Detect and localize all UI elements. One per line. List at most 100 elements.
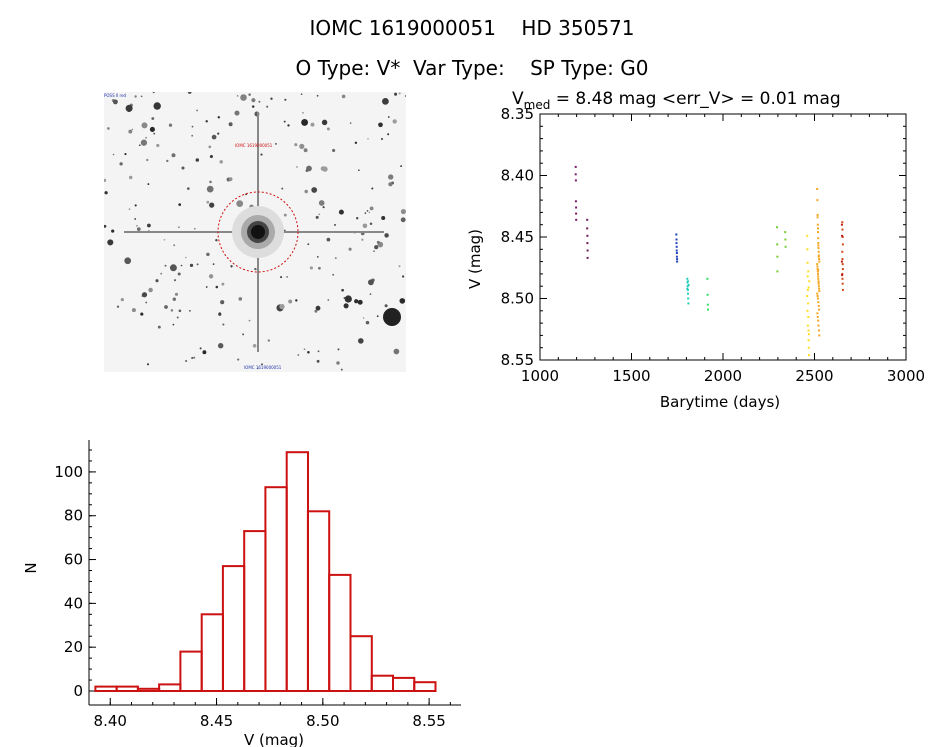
- lc-data-point: [687, 297, 690, 300]
- lc-data-point: [841, 234, 844, 237]
- star-speck: [131, 128, 134, 131]
- lc-data-point: [675, 233, 678, 236]
- image-label-bottom: IOMC 1619000051: [244, 365, 282, 370]
- star-speck: [341, 288, 344, 292]
- star-speck: [163, 238, 166, 241]
- star-speck: [219, 160, 223, 164]
- star-speck: [251, 98, 256, 103]
- star-speck: [104, 191, 108, 195]
- lc-data-point: [706, 303, 709, 306]
- lc-data-point: [817, 329, 820, 332]
- star-speck: [206, 185, 214, 193]
- star-speck: [266, 105, 269, 108]
- lc-data-point: [817, 324, 820, 327]
- lc-data-point: [841, 221, 844, 224]
- star-speck: [191, 356, 194, 360]
- star-speck: [316, 256, 319, 258]
- star-speck: [288, 299, 293, 304]
- star-speck: [160, 272, 163, 275]
- star-speck: [327, 299, 330, 301]
- star-speck: [217, 116, 220, 119]
- star-speck: [211, 134, 217, 140]
- star-speck: [283, 120, 286, 123]
- star-speck: [388, 182, 393, 187]
- star-speck: [399, 298, 406, 304]
- lc-data-point: [841, 228, 844, 231]
- lc-data-point: [817, 242, 820, 245]
- star-speck: [128, 129, 133, 134]
- star-speck: [382, 98, 389, 105]
- star-speck: [215, 238, 218, 242]
- hist-bar: [285, 451, 310, 693]
- lc-data-point: [806, 295, 809, 297]
- lc-data-point: [806, 275, 809, 278]
- star-speck: [258, 100, 261, 103]
- lc-data-point: [806, 324, 809, 327]
- star-speck: [287, 124, 290, 127]
- star-speck: [314, 309, 318, 313]
- lc-data-point: [706, 277, 709, 280]
- star-speck: [124, 153, 127, 156]
- star-speck: [140, 139, 148, 146]
- star-speck: [387, 133, 390, 136]
- star-speck: [156, 143, 160, 148]
- hist-bar: [94, 685, 118, 693]
- star-speck: [318, 213, 321, 216]
- star-speck: [344, 295, 352, 303]
- lc-data-point: [808, 280, 811, 283]
- star-speck: [394, 92, 398, 96]
- hist-y-tick-label: 80: [64, 507, 83, 525]
- lc-data-point: [841, 272, 844, 275]
- star-speck: [400, 165, 403, 168]
- star-speck: [304, 189, 308, 194]
- lc-y-tick-label: 8.55: [501, 351, 534, 369]
- star-speck: [131, 308, 136, 313]
- lc-data-point: [706, 293, 709, 296]
- lc-data-point: [575, 206, 578, 209]
- star-speck: [209, 180, 212, 184]
- star-speck: [303, 348, 306, 351]
- star-speck: [238, 297, 243, 301]
- star-speck: [357, 299, 363, 305]
- star-speck: [252, 344, 257, 348]
- lc-data-point: [676, 258, 679, 261]
- lc-data-point: [817, 227, 819, 230]
- lc-data-point: [841, 250, 844, 253]
- star-speck: [228, 177, 233, 181]
- star-speck: [208, 145, 212, 149]
- lc-data-point: [776, 255, 779, 258]
- star-speck: [128, 175, 133, 180]
- star-speck: [275, 143, 277, 145]
- lc-data-point: [808, 333, 810, 336]
- hist-bar: [349, 635, 373, 692]
- star-speck: [196, 263, 199, 266]
- star-speck: [155, 279, 159, 283]
- star-speck: [400, 217, 406, 223]
- star-speck: [125, 104, 133, 112]
- star-speck: [178, 309, 182, 313]
- lc-data-point: [817, 285, 820, 288]
- lc-data-point: [841, 282, 844, 285]
- lc-data-point: [816, 213, 819, 216]
- star-speck: [107, 127, 110, 130]
- star-speck: [256, 367, 259, 370]
- star-speck: [236, 95, 239, 97]
- lc-data-point: [818, 287, 821, 290]
- star-speck: [128, 208, 131, 211]
- lc-data-point: [806, 261, 809, 264]
- lc-data-point: [586, 249, 589, 252]
- star-speck: [178, 203, 182, 206]
- star-speck: [307, 243, 310, 246]
- star-speck: [242, 333, 245, 336]
- star-speck: [251, 105, 255, 108]
- star-speck: [381, 215, 386, 221]
- star-speck: [169, 264, 177, 272]
- star-speck: [280, 276, 283, 279]
- lc-data-point: [707, 308, 709, 311]
- star-speck: [283, 229, 286, 232]
- lc-data-point: [840, 223, 843, 226]
- lc-data-point: [686, 287, 689, 290]
- star-speck: [164, 305, 168, 309]
- star-speck: [217, 132, 220, 135]
- star-speck: [185, 359, 188, 363]
